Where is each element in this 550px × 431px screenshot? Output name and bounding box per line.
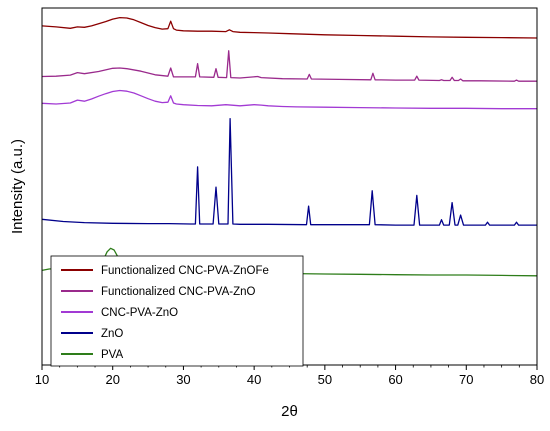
x-axis: 10 20 30 40 50 60 70 80 [35,365,544,387]
x-tick-label: 80 [530,372,544,387]
series-line-1 [41,50,537,82]
x-axis-title: 2θ [281,403,298,420]
series-line-3 [41,118,537,226]
y-axis-title: Intensity (a.u.) [9,139,26,234]
series-lines [41,16,538,277]
legend-label: ZnO [101,328,123,340]
x-tick-label: 60 [388,372,402,387]
legend-label: Functionalized CNC-PVA-ZnO [101,286,256,298]
x-tick-label: 30 [176,372,190,387]
x-tick-label: 40 [247,372,261,387]
series-line-2 [41,89,537,110]
legend-label: PVA [101,349,123,361]
x-tick-label: 50 [318,372,332,387]
legend-label: CNC-PVA-ZnO [101,307,178,319]
legend-label: Functionalized CNC-PVA-ZnOFe [101,265,269,277]
legend: Functionalized CNC-PVA-ZnOFe Functionaliz… [50,255,304,367]
x-tick-label: 10 [35,372,49,387]
x-tick-label: 70 [459,372,473,387]
series-line-0 [41,16,538,39]
x-tick-label: 20 [105,372,119,387]
